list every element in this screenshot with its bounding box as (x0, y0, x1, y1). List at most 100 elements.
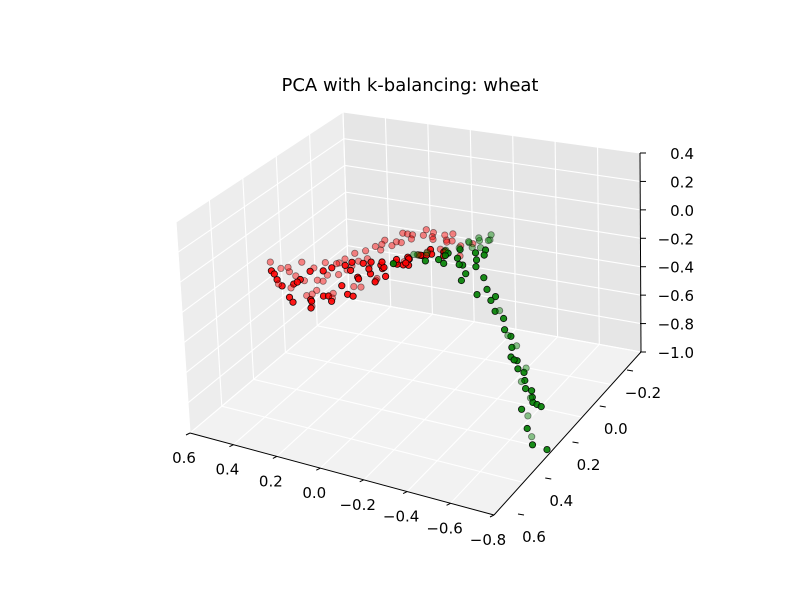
green-data-point (491, 292, 500, 301)
red-data-point (348, 258, 356, 266)
red-data-point (350, 282, 358, 291)
green-data-point (528, 433, 536, 441)
y-tick-label: −0.2 (625, 384, 661, 402)
red-data-point (381, 272, 390, 280)
red-data-point (469, 240, 477, 248)
floor-gridline-x (406, 336, 558, 492)
floor-gridline-y (317, 325, 612, 386)
green-data-point (455, 244, 463, 252)
green-data-point (507, 332, 515, 340)
green-data-point (520, 368, 528, 376)
red-data-point (388, 242, 396, 250)
z-tick-label: −0.6 (658, 287, 694, 305)
red-data-point (428, 233, 436, 241)
red-data-point (397, 239, 405, 247)
red-data-point (341, 261, 349, 269)
y-tick-mark (626, 369, 634, 372)
z-tick-label: −0.8 (658, 316, 694, 334)
green-data-point (468, 243, 476, 252)
green-data-point (421, 257, 429, 265)
floor-gridline-y (221, 405, 524, 483)
x-tick-label: 0.4 (215, 461, 239, 479)
y-tick-label: 0.6 (522, 528, 546, 546)
red-data-point (351, 249, 359, 257)
green-data-point (487, 296, 495, 304)
red-data-point (414, 251, 422, 259)
back-left-horizontal-gridline (183, 218, 347, 344)
green-data-point (508, 343, 516, 351)
red-data-point (338, 282, 346, 290)
red-data-point (287, 284, 295, 292)
back-left-pane (176, 112, 349, 433)
green-data-point (480, 274, 488, 282)
x-tick-mark (489, 514, 495, 518)
axis-panes (176, 112, 641, 515)
red-data-point (328, 264, 336, 272)
red-data-point (377, 246, 385, 254)
red-data-point (346, 266, 355, 274)
back-left-horizontal-gridline (189, 298, 350, 434)
red-data-point (441, 231, 449, 239)
z-tick-label: −0.4 (658, 259, 694, 277)
y-tick-mark (545, 477, 552, 480)
chart-title: PCA with k-balancing: wheat (282, 75, 539, 96)
green-data-point (462, 270, 470, 278)
green-data-point (486, 236, 494, 244)
green-data-point (473, 290, 481, 299)
green-data-point (389, 259, 397, 268)
red-data-point (371, 242, 379, 251)
red-data-point (448, 237, 456, 245)
red-data-point (270, 270, 278, 278)
green-data-point (475, 234, 483, 242)
green-data-point (537, 402, 545, 411)
green-data-point (487, 231, 495, 239)
red-data-point (422, 226, 430, 234)
red-data-point (266, 258, 274, 266)
green-data-point (472, 263, 480, 271)
floor-gridline-x (276, 313, 433, 457)
floor-gridline-x (233, 306, 392, 446)
green-data-point (495, 306, 504, 315)
x-tick-mark (316, 467, 321, 471)
green-data-point (512, 342, 521, 350)
floor-gridline-x (363, 328, 517, 481)
red-data-point (273, 276, 281, 284)
back-right-horizontal-gridline (345, 191, 641, 239)
red-data-point (334, 270, 343, 279)
green-data-point (499, 314, 508, 323)
back-left-vertical-gridline (175, 221, 191, 434)
green-data-point (464, 238, 473, 246)
green-data-point (491, 307, 499, 315)
green-data-point (510, 356, 518, 364)
back-left-vertical-gridline (309, 133, 318, 326)
y-tick-label: 0.4 (549, 492, 573, 510)
red-data-point (359, 259, 367, 267)
x-tick-mark (359, 479, 364, 483)
x-tick-label: −0.8 (470, 531, 506, 549)
back-left-horizontal-gridline (185, 245, 348, 374)
red-data-point (293, 278, 301, 286)
red-data-point (357, 283, 365, 291)
green-data-point (527, 387, 536, 395)
y-tick-mark (517, 513, 525, 516)
tick-labels: 0.60.40.20.0−0.2−0.4−0.6−0.8−0.20.00.20.… (172, 145, 694, 549)
green-data-point (455, 260, 463, 269)
red-data-point (442, 236, 450, 244)
green-data-point (475, 237, 484, 245)
back-left-vertical-gridline (275, 155, 286, 353)
back-right-vertical-gridline (427, 123, 433, 315)
red-data-point (332, 260, 341, 268)
x-tick-label: −0.2 (339, 496, 375, 514)
green-data-point (543, 445, 551, 454)
red-data-point (403, 230, 412, 238)
red-data-point (329, 289, 337, 297)
green-data-point (517, 377, 526, 386)
back-right-pane (343, 112, 641, 352)
back-right-vertical-gridline (512, 135, 517, 330)
red-data-point (443, 238, 451, 246)
green-data-point (442, 246, 450, 254)
green-data-point (456, 246, 464, 254)
green-data-point (453, 254, 462, 262)
z-tick-label: −1.0 (658, 344, 694, 362)
back-right-vertical-gridline (554, 141, 559, 337)
